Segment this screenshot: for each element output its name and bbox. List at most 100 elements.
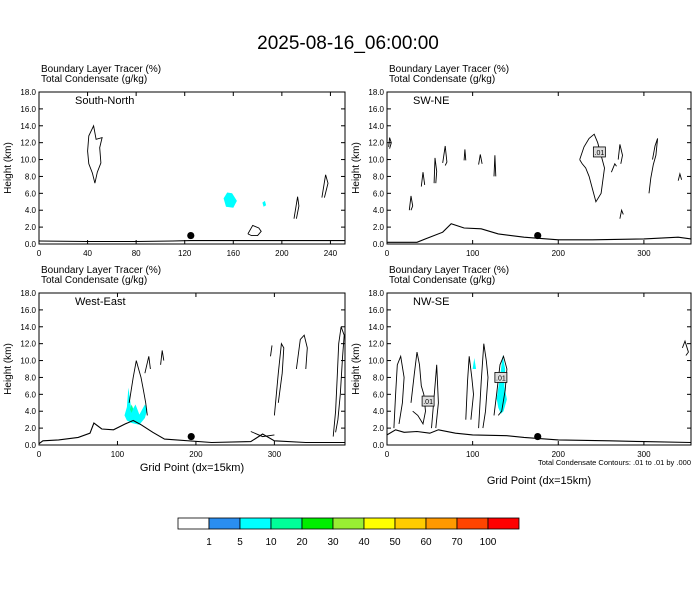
location-marker: [534, 432, 542, 441]
condensate-contour: [128, 360, 148, 416]
plot-frame: [386, 292, 692, 446]
figure-title: 2025-08-16_06:00:00: [257, 33, 439, 54]
x-tick-label: 100: [466, 249, 480, 258]
panel-data: [387, 339, 691, 444]
y-tick-label: 18.0: [368, 289, 384, 298]
condensate-contour: [677, 172, 683, 181]
condensate-contour: [619, 208, 624, 219]
condensate-contour: [493, 155, 497, 177]
colorbar-swatch: [425, 517, 458, 530]
tracer-patch: [223, 192, 237, 208]
y-tick-label: 10.0: [20, 156, 36, 165]
condensate-contour: [250, 431, 275, 438]
y-tick-label: 14.0: [368, 122, 384, 131]
contour-label-box: [494, 372, 508, 383]
x-tick-label: 300: [268, 450, 282, 459]
plot-frame: [386, 91, 692, 245]
y-tick-label: 8.0: [25, 172, 37, 181]
section-label: West-East: [75, 296, 126, 308]
colorbar-swatch: [301, 517, 334, 530]
y-tick-label: 0.0: [25, 441, 37, 450]
plot-frame: [38, 91, 346, 245]
y-tick-label: 16.0: [20, 105, 36, 114]
y-tick-label: 0.0: [373, 441, 385, 450]
panel-variable-1: Boundary Layer Tracer (%): [41, 265, 161, 276]
colorbar-label: 5: [237, 537, 243, 548]
y-tick-label: 2.0: [373, 424, 385, 433]
y-tick-label: 18.0: [20, 289, 36, 298]
condensate-contour: [493, 354, 508, 416]
condensate-contour: [681, 339, 689, 356]
y-tick-label: 6.0: [25, 189, 37, 198]
condensate-contour: [408, 195, 414, 211]
x-tick-label: 240: [324, 249, 338, 258]
terrain-line: [387, 223, 691, 243]
y-tick-label: 16.0: [368, 306, 384, 315]
condensate-contour: [160, 350, 165, 365]
x-tick-label: 160: [227, 249, 241, 258]
condensate-contour: [393, 354, 405, 429]
contour-label-box: [421, 395, 435, 407]
panel-sw-ne: Boundary Layer Tracer (%)Total Condensat…: [351, 64, 692, 258]
contour-label: .01: [496, 375, 506, 382]
panel-west-east: Boundary Layer Tracer (%)Total Condensat…: [3, 265, 346, 474]
y-tick-label: 0.0: [373, 240, 385, 249]
y-tick-label: 2.0: [25, 424, 37, 433]
panel-variable-2: Total Condensate (g/kg): [41, 74, 147, 85]
condensate-contour: [332, 326, 345, 437]
y-tick-label: 6.0: [373, 189, 385, 198]
y-tick-label: 8.0: [373, 373, 385, 382]
y-tick-label: 0.0: [25, 240, 37, 249]
y-tick-label: 14.0: [20, 323, 36, 332]
condensate-contour: [410, 352, 426, 426]
condensate-contour: [610, 162, 617, 173]
x-tick-label: 0: [37, 450, 42, 459]
panel-data: [39, 326, 345, 445]
condensate-contour: [87, 124, 103, 184]
terrain-line: [39, 240, 345, 243]
x-tick-label: 200: [552, 249, 566, 258]
y-tick-label: 8.0: [25, 373, 37, 382]
colorbar-swatch: [363, 517, 396, 530]
colorbar-label: 30: [327, 537, 339, 548]
y-tick-label: 18.0: [20, 88, 36, 97]
condensate-contour: [465, 356, 474, 420]
y-tick-label: 18.0: [368, 88, 384, 97]
x-axis-label: Grid Point (dx=15km): [140, 462, 244, 474]
contour-footnote: Total Condensate Contours: .01 to .01 by…: [538, 458, 691, 467]
panel-variable-1: Boundary Layer Tracer (%): [389, 265, 509, 276]
colorbar-swatch: [332, 517, 365, 530]
plot-frame: [38, 292, 346, 446]
colorbar-swatch: [239, 517, 272, 530]
colorbar-swatch: [177, 517, 210, 530]
y-tick-label: 8.0: [373, 172, 385, 181]
colorbar-label: 10: [265, 537, 277, 548]
terrain-line: [387, 429, 691, 444]
section-label: SW-NE: [413, 95, 449, 107]
y-tick-label: 2.0: [373, 223, 385, 232]
condensate-contour: [579, 133, 605, 203]
y-axis-label: Height (km): [3, 142, 14, 194]
colorbar-label: 60: [420, 537, 432, 548]
condensate-contour: [648, 138, 659, 194]
colorbar: 1 5 10 20 30 40 50 60 70 100: [177, 517, 520, 548]
y-tick-label: 4.0: [373, 206, 385, 215]
terrain-line: [39, 419, 345, 445]
condensate-contour: [321, 174, 329, 198]
y-tick-label: 10.0: [20, 357, 36, 366]
tracer-patch: [130, 404, 134, 413]
x-tick-label: 0: [385, 249, 390, 258]
condensate-contour: [478, 154, 483, 165]
colorbar-label: 50: [389, 537, 401, 548]
y-axis-label: Height (km): [3, 343, 14, 395]
location-marker: [187, 432, 195, 441]
panel-variable-1: Boundary Layer Tracer (%): [41, 64, 161, 75]
y-tick-label: 14.0: [368, 323, 384, 332]
y-tick-label: 12.0: [368, 139, 384, 148]
condensate-contour: [463, 149, 467, 161]
x-tick-label: 200: [189, 450, 203, 459]
y-axis-label: Height (km): [351, 142, 362, 194]
colorbar-swatch: [487, 517, 520, 530]
section-label: South-North: [75, 95, 134, 107]
contour-label-box: [592, 146, 606, 158]
